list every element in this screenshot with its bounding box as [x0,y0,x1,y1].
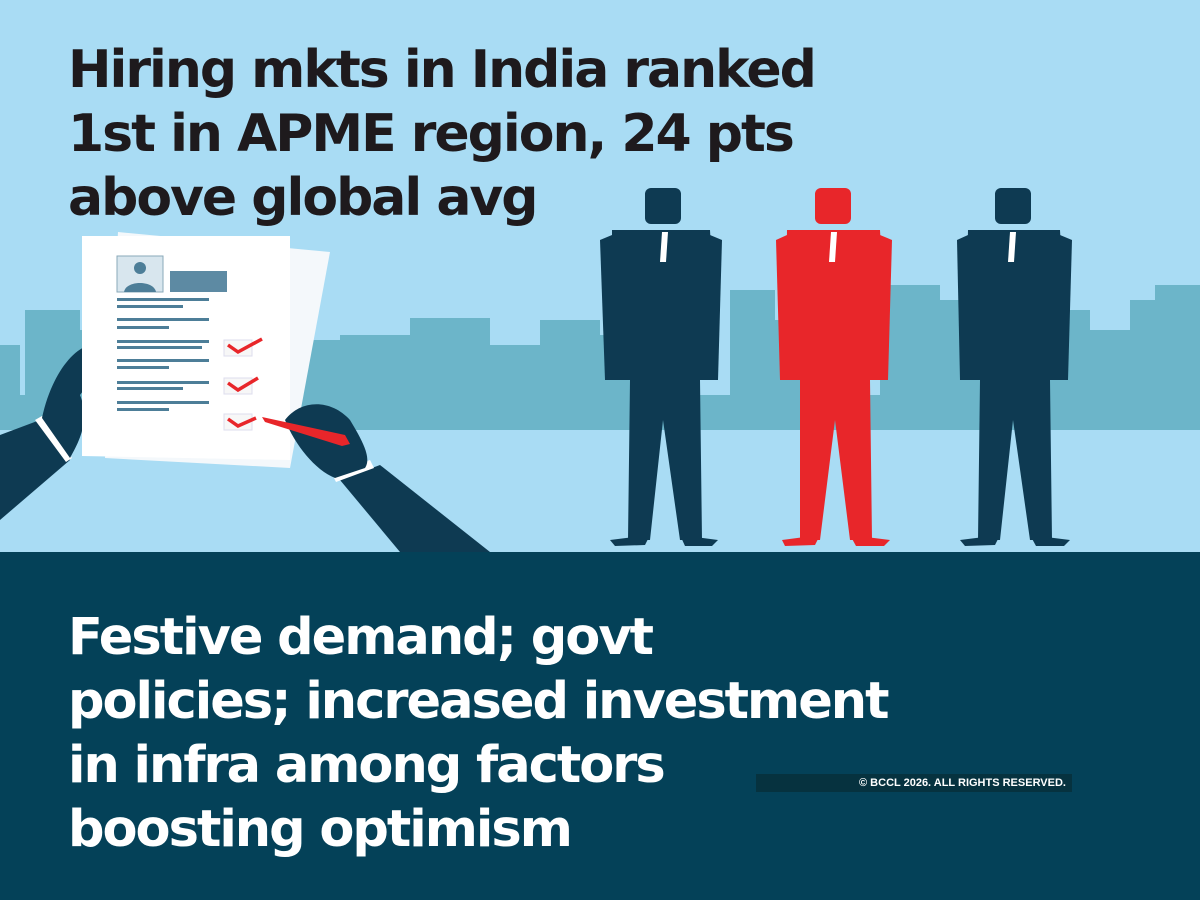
red-pen-icon [262,417,350,446]
businessman-left-icon [600,188,722,546]
illustration-panel: Hiring mkts in India ranked 1st in APME … [0,40,1200,552]
copyright-notice: © BCCL 2026. ALL RIGHTS RESERVED. [756,774,1072,792]
businessman-right-icon [957,188,1072,546]
right-hand-pen-icon [262,404,490,552]
resume-document-icon [82,232,330,468]
businessman-center-red-icon [776,188,892,546]
summary-panel [0,552,1200,900]
subheadline: Festive demand; govt policies; increased… [68,608,889,859]
checkmark-icon [223,337,263,431]
illustration-art [0,188,1200,552]
headline: Hiring mkts in India ranked 1st in APME … [68,40,817,228]
